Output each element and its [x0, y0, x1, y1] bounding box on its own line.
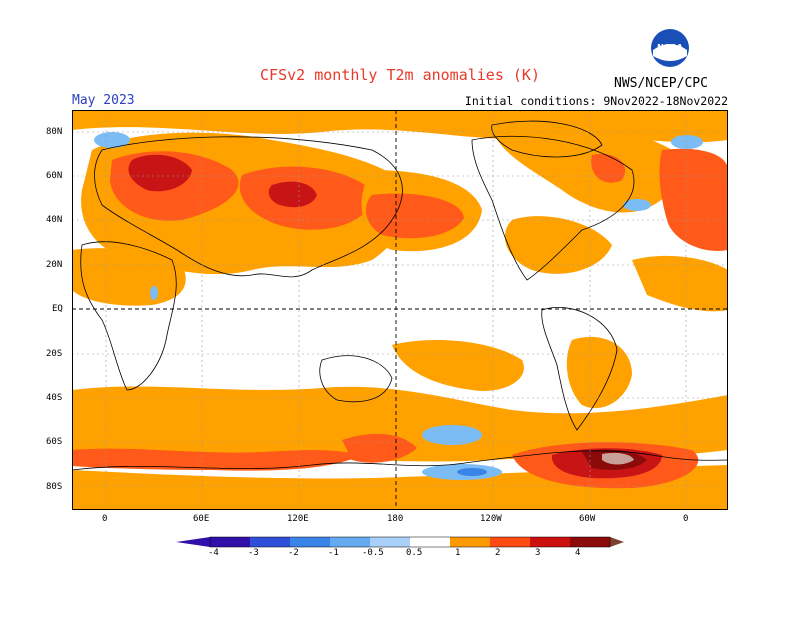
anomaly-region-asia-hot [268, 181, 317, 208]
logo-text: NOAA [657, 43, 683, 52]
lon-label-120w: 120W [480, 514, 502, 524]
colorbar-bin-6 [410, 537, 450, 547]
anomaly-region-south-pacific [392, 340, 524, 391]
lon-label-120e: 120E [287, 514, 309, 524]
colorbar-bin-4 [330, 537, 370, 547]
colorbar-arrow-right [610, 537, 624, 547]
colorbar-label-2: 2 [495, 548, 501, 558]
colorbar-label-m4: -4 [208, 548, 219, 558]
lat-label-20n: 20N [46, 260, 63, 270]
forecast-month: May 2023 [72, 93, 135, 108]
colorbar-label-m05: -0.5 [362, 548, 384, 558]
colorbar-bin-3 [290, 537, 330, 547]
anomaly-region-greenland-warm [591, 154, 626, 183]
anomaly-region-southern-band [72, 386, 728, 462]
anomaly-region-cool-southern-ocean [422, 425, 482, 445]
noaa-logo-icon: NOAA [651, 29, 689, 67]
coast-antarctica [72, 450, 728, 471]
organization-label: NWS/NCEP/CPC [614, 76, 708, 91]
lat-label-20s: 20S [46, 349, 63, 359]
colorbar-bin-10 [570, 537, 610, 547]
initial-conditions: Initial conditions: 9Nov2022-18Nov2022 [464, 94, 728, 108]
colorbar-label-m3: -3 [248, 548, 259, 558]
anomaly-map [72, 110, 728, 510]
anomaly-region-cool-atlantic [623, 199, 651, 211]
anomaly-region-na-east [504, 216, 612, 274]
lon-label-60e: 60E [193, 514, 210, 524]
map-frame [72, 110, 728, 510]
colorbar-label-3: 3 [535, 548, 541, 558]
coast-south-america [541, 307, 618, 431]
colorbar-label-m2: -2 [288, 548, 299, 558]
colorbar-bin-9 [530, 537, 570, 547]
anomaly-region-cold-patch [457, 468, 487, 476]
graticule [72, 110, 728, 510]
anomaly-region-north-pacific-warm [366, 193, 464, 239]
anomaly-region-ross-warm [342, 433, 417, 463]
anomaly-region-cool-africa [150, 286, 158, 300]
lat-label-eq: EQ [52, 304, 63, 314]
coast-australia [319, 355, 393, 403]
coast-north-america [471, 135, 635, 281]
coast-eurasia [94, 136, 403, 278]
colorbar-label-m1: -1 [328, 548, 339, 558]
lat-label-80s: 80S [46, 482, 63, 492]
lat-label-40s: 40S [46, 393, 63, 403]
colorbar-bin-5 [370, 537, 410, 547]
anomaly-region-europe-hot [128, 154, 192, 192]
anomaly-region-cool-arctic-1 [94, 132, 130, 148]
colorbar-bin-7 [450, 537, 490, 547]
anomaly-region-tropical-atlantic [632, 255, 728, 312]
colorbar-bin-8 [490, 537, 530, 547]
colorbar-label-4: 4 [575, 548, 581, 558]
anomaly-region-cool-arctic-2 [671, 135, 703, 149]
colorbar-bin-2 [250, 537, 290, 547]
lat-label-40n: 40N [46, 215, 63, 225]
colorbar-arrow-left [176, 537, 210, 547]
colorbar-bin-1 [210, 537, 250, 547]
lon-label-0: 0 [102, 514, 108, 524]
anomaly-region-weddell-extreme [602, 452, 634, 465]
coast-africa [80, 241, 177, 391]
coast-greenland [491, 120, 603, 158]
colorbar [176, 536, 624, 548]
lon-label-60w: 60W [579, 514, 596, 524]
chart-title: CFSv2 monthly T2m anomalies (K) [260, 66, 540, 84]
lat-label-60n: 60N [46, 171, 63, 181]
anomaly-region-west-europe [659, 148, 728, 251]
lat-label-60s: 60S [46, 437, 63, 447]
colorbar-label-05: 0.5 [406, 548, 423, 558]
lat-label-80n: 80N [46, 127, 63, 137]
lon-label-0-east: 0 [683, 514, 689, 524]
lon-label-180: 180 [387, 514, 404, 524]
anomaly-region-southern-warm [72, 448, 362, 471]
colorbar-label-1: 1 [455, 548, 461, 558]
